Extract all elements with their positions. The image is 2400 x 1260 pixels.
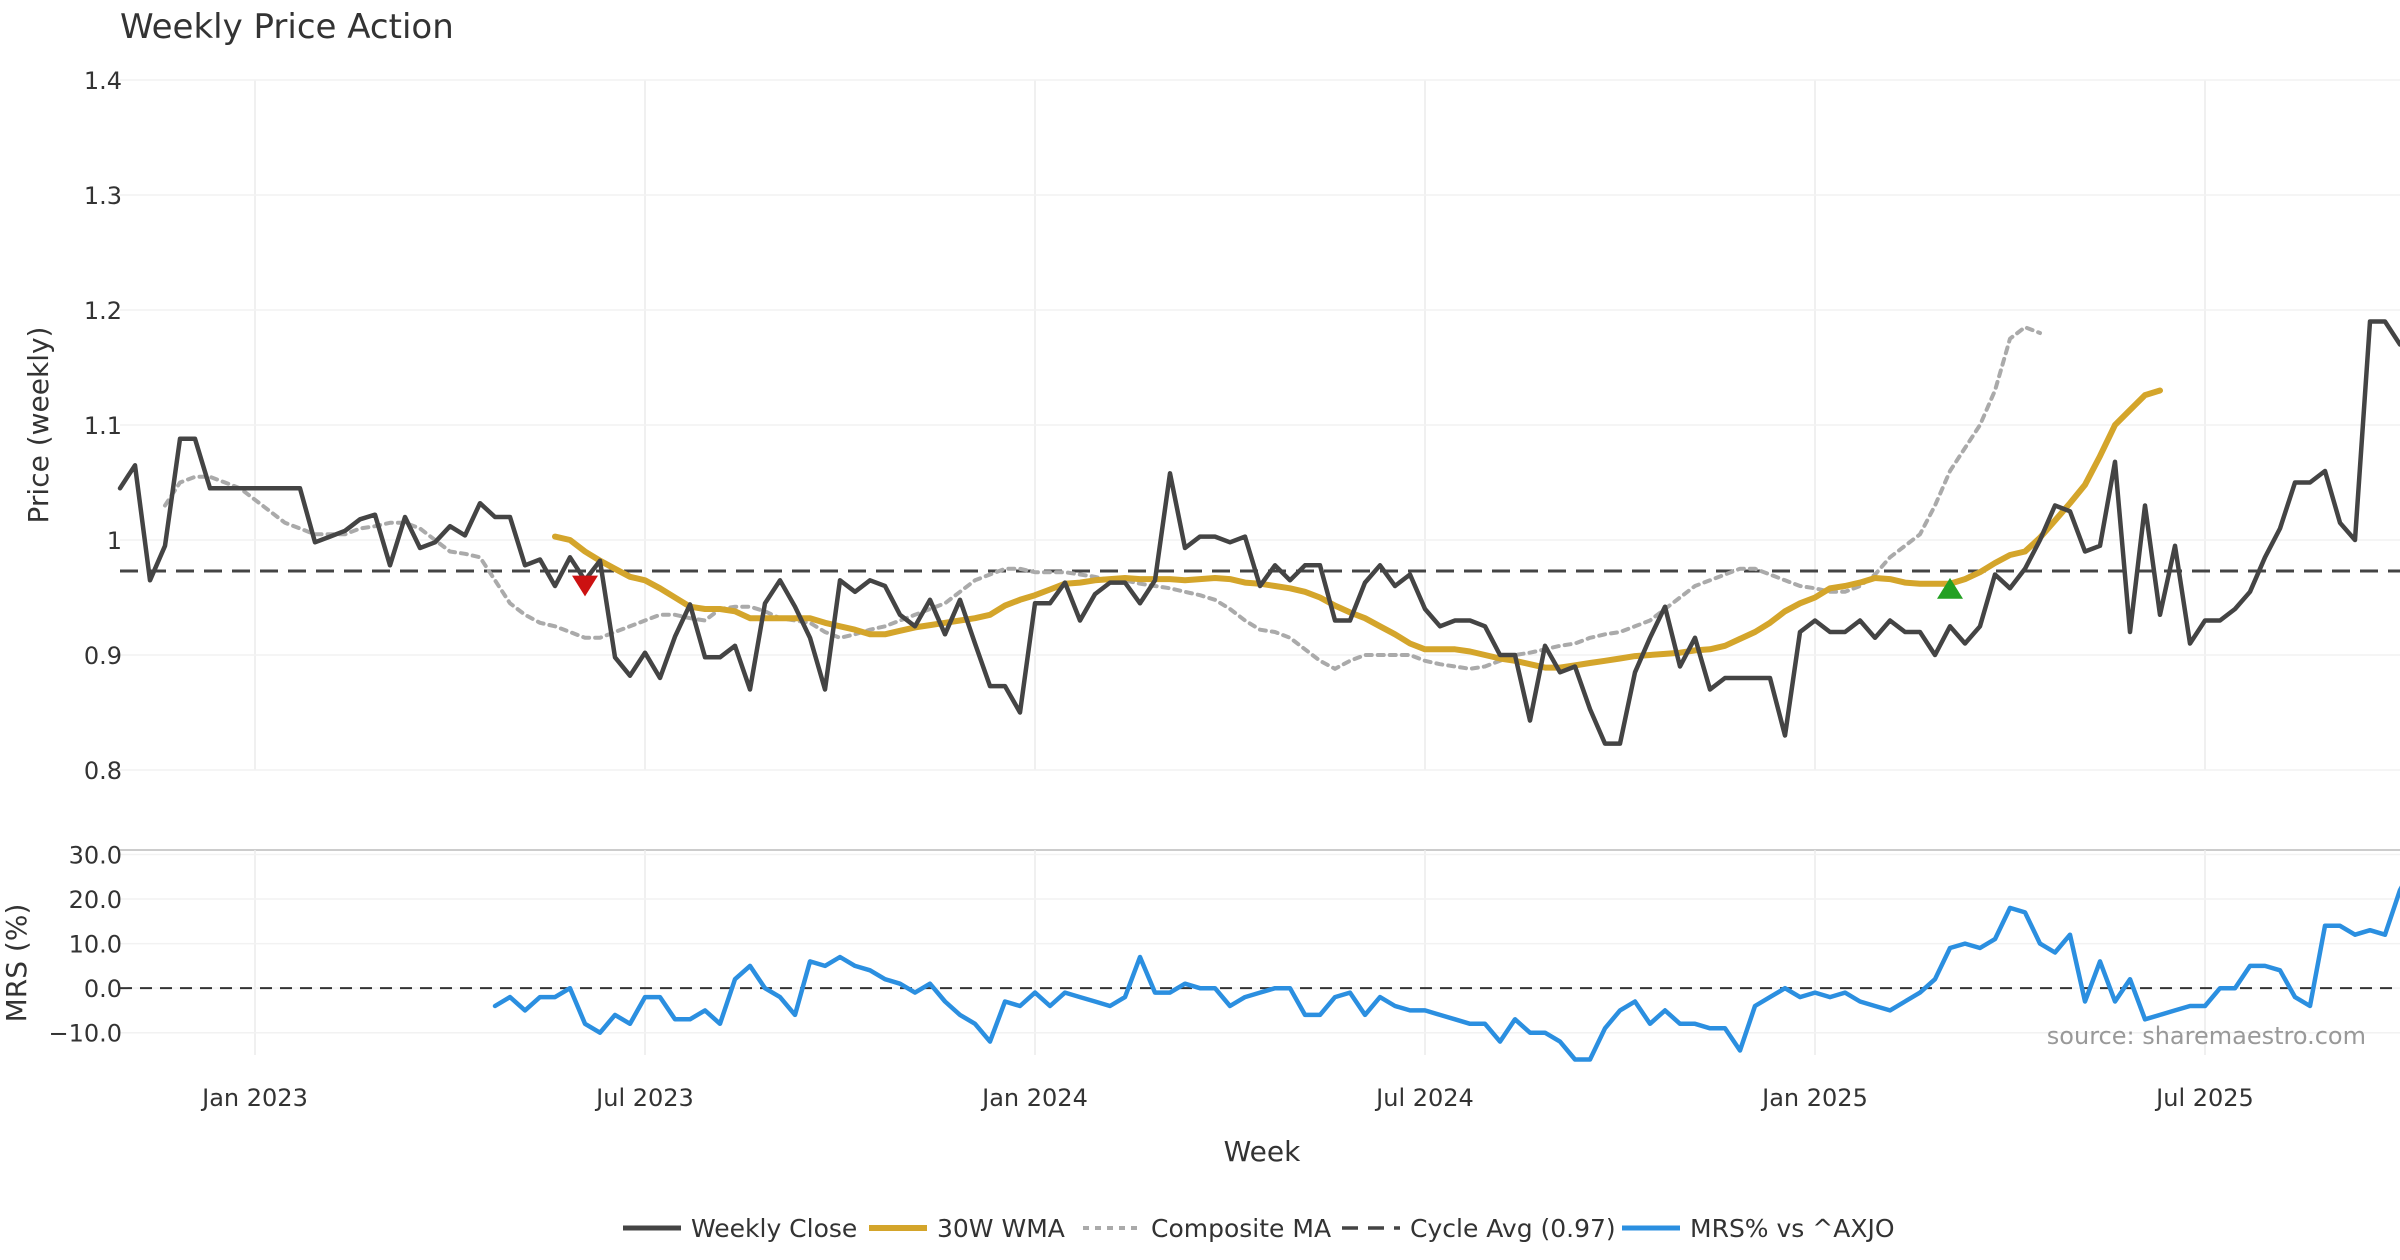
legend-item-30w-wma: 30W WMA xyxy=(869,1214,1065,1243)
legend-item-weekly-close: Weekly Close xyxy=(623,1214,857,1243)
series-weekly-close xyxy=(117,319,2400,746)
x-tick-label: Jul 2024 xyxy=(1374,1084,1474,1112)
price-y-tick-label: 1.3 xyxy=(84,182,122,210)
x-tick-label: Jan 2025 xyxy=(1760,1084,1868,1112)
x-axis-label: Week xyxy=(1224,1135,1301,1168)
series-composite-ma xyxy=(163,325,2042,671)
mrs-y-tick-label: −10.0 xyxy=(48,1020,122,1048)
mrs-y-axis-label: MRS (%) xyxy=(0,904,33,1023)
price-y-ticks: 0.8 0.9 1 1.1 1.2 1.3 1.4 xyxy=(84,67,122,785)
x-tick-label: Jan 2023 xyxy=(200,1084,308,1112)
chart-title: Weekly Price Action xyxy=(120,7,454,47)
legend-label: 30W WMA xyxy=(937,1214,1065,1243)
mrs-y-ticks: −10.0 0.0 10.0 20.0 30.0 xyxy=(48,841,122,1047)
price-y-tick-label: 1 xyxy=(107,527,122,555)
signal-markers xyxy=(572,575,1963,599)
legend-label: MRS% vs ^AXJO xyxy=(1690,1214,1895,1243)
legend-item-cycle-avg-0-97: Cycle Avg (0.97) xyxy=(1342,1214,1616,1243)
price-y-tick-label: 1.4 xyxy=(84,67,122,95)
legend-label: Weekly Close xyxy=(691,1214,857,1243)
price-grid xyxy=(120,79,2400,771)
price-y-tick-label: 1.2 xyxy=(84,297,122,325)
x-tick-label: Jul 2023 xyxy=(594,1084,694,1112)
x-tick-label: Jan 2024 xyxy=(980,1084,1088,1112)
series-30w-wma xyxy=(552,387,2163,671)
legend-label: Composite MA xyxy=(1151,1214,1331,1243)
price-y-tick-label: 0.9 xyxy=(84,642,122,670)
legend-item-composite-ma: Composite MA xyxy=(1083,1214,1331,1243)
series-mrs-vs-axjo xyxy=(492,885,2400,1062)
price-y-axis-label: Price (weekly) xyxy=(22,327,55,524)
price-y-tick-label: 0.8 xyxy=(84,757,122,785)
legend: Weekly Close 30W WMA Composite MA Cycle Avg… xyxy=(623,1214,1895,1243)
buy-signal-marker xyxy=(1937,577,1963,599)
x-tick-label: Jul 2025 xyxy=(2154,1084,2254,1112)
mrs-series-group xyxy=(492,885,2400,1062)
legend-label: Cycle Avg (0.97) xyxy=(1410,1214,1616,1243)
mrs-y-tick-label: 20.0 xyxy=(69,886,122,914)
x-ticks: Jan 2023 Jul 2023 Jan 2024 Jul 2024 Jan 2025… xyxy=(200,1084,2254,1112)
price-y-tick-label: 1.1 xyxy=(84,412,122,440)
source-note: source: sharemaestro.com xyxy=(2047,1022,2366,1050)
mrs-y-tick-label: 10.0 xyxy=(69,931,122,959)
legend-item-mrs-vs-axjo: MRS% vs ^AXJO xyxy=(1622,1214,1895,1243)
mrs-y-tick-label: 0.0 xyxy=(84,975,122,1003)
price-series-group xyxy=(117,319,2400,746)
sell-signal-marker xyxy=(572,575,598,597)
mrs-y-tick-label: 30.0 xyxy=(69,841,122,869)
